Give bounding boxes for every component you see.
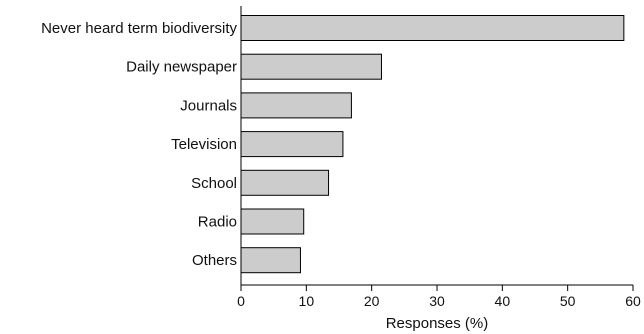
bar-3	[240, 131, 344, 158]
bar-0	[240, 15, 625, 41]
category-label-5: Radio	[198, 214, 237, 231]
category-label-1: Daily newspaper	[126, 59, 237, 76]
x-tick-label-4: 40	[495, 293, 511, 309]
bar-1	[240, 53, 382, 80]
x-axis-ticks: 0 10 20 30 40 50 60	[237, 285, 641, 309]
bar-5	[240, 208, 305, 235]
x-tick-label-1: 10	[299, 293, 315, 309]
x-tick-label-0: 0	[237, 293, 245, 309]
category-labels: Never heard term biodiversity Daily newsp…	[41, 20, 237, 269]
category-label-0: Never heard term biodiversity	[41, 20, 237, 37]
bar-6	[240, 247, 301, 274]
bars-group	[240, 15, 625, 274]
bar-2	[240, 92, 352, 119]
category-label-6: Others	[192, 252, 237, 269]
category-label-4: School	[191, 175, 237, 192]
x-tick-label-3: 30	[429, 293, 445, 309]
x-tick-label-2: 20	[364, 293, 380, 309]
bar-4	[240, 169, 330, 196]
x-tick-label-5: 50	[560, 293, 576, 309]
category-label-2: Journals	[180, 97, 237, 114]
x-axis-title: Responses (%)	[386, 315, 489, 332]
category-label-3: Television	[171, 136, 237, 153]
x-tick-label-6: 60	[625, 293, 641, 309]
